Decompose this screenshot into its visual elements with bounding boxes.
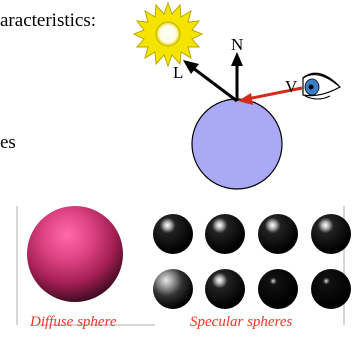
lighting-vector-diagram: N L V: [132, 1, 342, 190]
specular-sphere-8: [311, 269, 351, 309]
heading-text: aracteristics:: [0, 10, 97, 31]
specular-spheres-caption: Specular spheres: [190, 314, 293, 330]
view-label: V: [285, 77, 298, 96]
view-vector: [238, 86, 303, 105]
light-label: L: [173, 63, 183, 82]
sun-icon: [132, 1, 204, 68]
light-vector: [183, 60, 238, 103]
eye-icon: [302, 72, 342, 100]
specular-sphere-4: [311, 214, 351, 254]
normal-vector: [231, 52, 243, 101]
specular-sphere-3: [258, 214, 298, 254]
bullet-text-fragment: es: [0, 132, 16, 153]
diffuse-sphere-caption: Diffuse sphere: [30, 314, 117, 330]
specular-sphere-5: [153, 269, 193, 309]
specular-sphere-7: [258, 269, 298, 309]
specular-sphere-1: [153, 214, 193, 254]
diffuse-sphere: [27, 206, 123, 302]
normal-label: N: [231, 35, 243, 54]
specular-sphere-2: [205, 214, 245, 254]
specular-sphere-6: [205, 269, 245, 309]
